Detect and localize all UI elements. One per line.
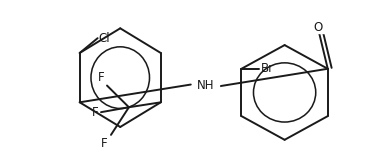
Text: Br: Br (260, 62, 273, 75)
Text: F: F (101, 137, 108, 150)
Bar (193, 79, 219, 92)
Text: NH: NH (197, 79, 214, 92)
Text: Cl: Cl (98, 32, 110, 45)
Text: F: F (97, 71, 104, 84)
Text: O: O (313, 21, 322, 34)
Bar (311, 21, 325, 33)
Text: F: F (92, 106, 98, 119)
